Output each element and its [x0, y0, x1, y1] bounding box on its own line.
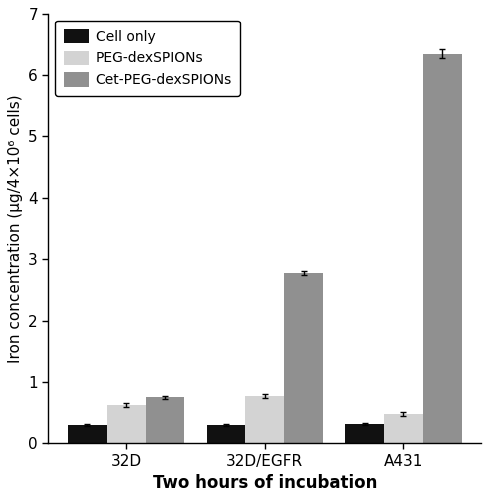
- Bar: [383, 414, 422, 444]
- Y-axis label: Iron concentration (μg/4×10⁶ cells): Iron concentration (μg/4×10⁶ cells): [8, 94, 22, 363]
- Bar: [284, 272, 323, 444]
- Bar: [245, 396, 284, 444]
- Legend: Cell only, PEG-dexSPIONs, Cet-PEG-dexSPIONs: Cell only, PEG-dexSPIONs, Cet-PEG-dexSPI…: [55, 20, 240, 96]
- Bar: [68, 425, 107, 444]
- Bar: [145, 398, 184, 444]
- Bar: [107, 404, 145, 444]
- Bar: [206, 425, 245, 444]
- Bar: [422, 54, 461, 444]
- X-axis label: Two hours of incubation: Two hours of incubation: [152, 474, 376, 492]
- Bar: [345, 424, 383, 444]
